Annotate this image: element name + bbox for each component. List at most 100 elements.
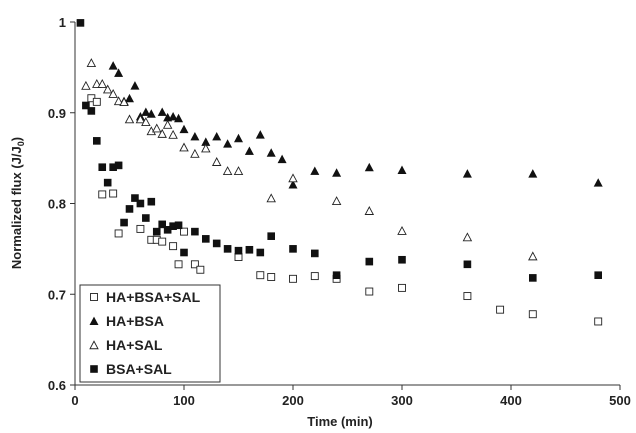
data-point <box>114 161 123 170</box>
data-point <box>528 251 538 261</box>
data-point <box>102 84 113 94</box>
x-tick-label: 200 <box>282 393 304 408</box>
data-point <box>162 119 173 129</box>
data-point <box>266 148 276 157</box>
y-axis-title-main: Normalized flux (J/J <box>9 146 24 269</box>
data-point <box>267 273 276 281</box>
data-point <box>124 114 135 124</box>
data-point <box>202 235 210 243</box>
data-point <box>255 130 265 139</box>
x-tick-label: 400 <box>500 393 522 408</box>
data-point <box>196 265 205 274</box>
y-tick-label: 0.9 <box>48 106 66 121</box>
data-point <box>398 283 406 292</box>
y-tick-label: 0.6 <box>48 378 66 393</box>
legend-item: HA+BSA+SAL <box>90 289 201 305</box>
legend-box <box>79 284 221 383</box>
data-point <box>114 68 124 77</box>
data-point <box>256 248 265 257</box>
y-tick-label: 0.7 <box>48 287 66 302</box>
data-point <box>223 245 232 253</box>
data-point <box>288 173 298 183</box>
data-point <box>120 218 128 227</box>
data-point <box>223 139 233 148</box>
y-axis-title-close: ) <box>9 137 24 141</box>
legend-label: HA+BSA <box>106 313 164 329</box>
data-point <box>365 257 374 266</box>
data-point <box>114 229 123 238</box>
data-point <box>211 157 222 166</box>
x-tick-label: 300 <box>391 393 413 408</box>
data-point <box>86 58 97 68</box>
data-point <box>256 271 265 280</box>
data-point <box>234 246 243 255</box>
data-point <box>125 205 134 213</box>
data-point <box>169 242 178 251</box>
data-point <box>190 260 199 269</box>
x-tick-label: 500 <box>609 393 631 408</box>
data-point <box>168 129 178 139</box>
data-point <box>310 166 320 175</box>
data-point <box>331 196 342 205</box>
data-point <box>174 260 183 269</box>
data-point <box>97 79 107 88</box>
data-point <box>528 310 537 319</box>
data-point <box>136 199 145 208</box>
data-point <box>528 274 537 282</box>
data-point <box>332 271 341 279</box>
legend-marker <box>89 316 99 326</box>
legend-marker <box>90 365 98 373</box>
data-point <box>158 237 167 246</box>
data-point <box>87 107 96 115</box>
data-point <box>76 19 85 27</box>
data-point <box>594 271 603 279</box>
data-point <box>289 245 297 253</box>
data-point <box>179 142 189 152</box>
data-point <box>289 274 297 283</box>
data-point <box>528 169 538 178</box>
data-point <box>364 162 374 172</box>
data-point <box>152 123 162 133</box>
data-point <box>462 169 472 178</box>
data-points <box>76 19 603 326</box>
data-point <box>136 224 145 233</box>
data-point <box>113 96 124 106</box>
data-point <box>180 227 188 236</box>
data-point <box>109 189 118 198</box>
data-point <box>119 97 129 107</box>
data-point <box>130 81 140 90</box>
data-point <box>108 88 118 98</box>
data-point <box>233 166 244 176</box>
data-point <box>146 109 156 118</box>
data-point <box>222 166 233 176</box>
data-point <box>234 133 243 143</box>
data-point <box>594 317 603 326</box>
legend-label: BSA+SAL <box>106 361 172 377</box>
x-axis-ticks: 0 100 200 300 400 500 <box>71 385 631 408</box>
data-point <box>288 180 298 189</box>
y-tick-label: 0.8 <box>48 197 66 212</box>
data-point <box>142 214 150 222</box>
data-point <box>397 165 407 174</box>
data-point <box>81 80 91 90</box>
data-point <box>190 131 200 141</box>
data-point <box>212 131 222 141</box>
data-point <box>496 305 505 314</box>
series-ha-sal <box>81 58 538 261</box>
data-point <box>266 193 276 203</box>
data-point <box>125 93 134 103</box>
data-point <box>462 232 473 242</box>
data-point <box>244 146 254 155</box>
data-point <box>267 232 276 240</box>
legend: HA+BSA+SAL HA+BSA HA+SAL BSA+SAL <box>79 284 221 383</box>
data-point <box>277 154 287 164</box>
data-point <box>141 117 151 127</box>
y-tick-label: 1 <box>59 15 66 30</box>
data-point <box>98 163 107 171</box>
data-point <box>141 107 151 116</box>
series-bsa-sal <box>76 19 603 282</box>
legend-marker <box>89 340 99 350</box>
data-point <box>157 107 167 116</box>
data-point <box>398 255 406 264</box>
